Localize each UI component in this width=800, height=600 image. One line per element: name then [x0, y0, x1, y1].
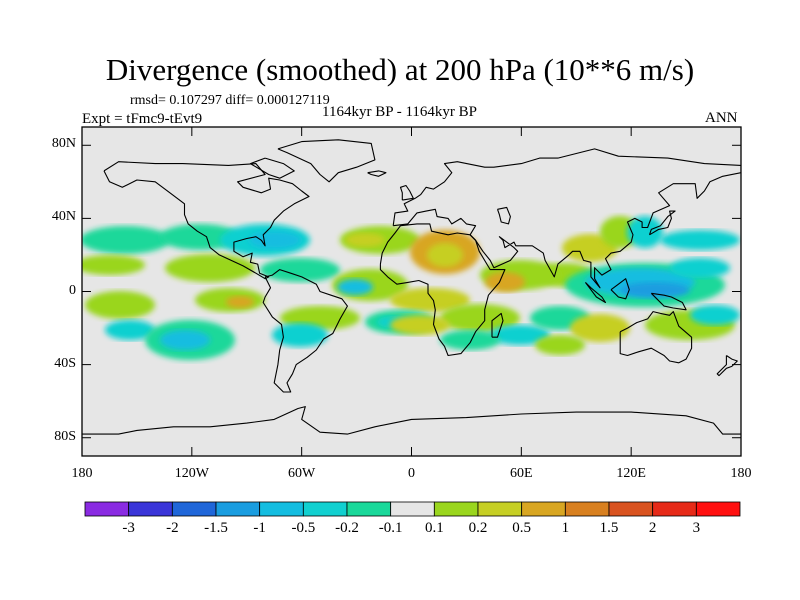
divergence-contour-region — [260, 258, 340, 282]
divergence-contour-region — [390, 315, 450, 335]
antarctica-coast — [82, 406, 741, 435]
divergence-contour-region — [440, 330, 500, 350]
divergence-contour-region — [620, 282, 690, 298]
y-tick-label: 40S — [54, 355, 76, 371]
caspian-coast — [496, 206, 511, 225]
colorbar-swatch — [433, 501, 479, 517]
divergence-contour-region — [440, 304, 520, 332]
divergence-contour-region — [82, 226, 170, 254]
divergence-contour-region — [390, 288, 470, 312]
colorbar-swatch — [521, 501, 566, 517]
y-tick-label: 80N — [51, 136, 76, 152]
x-tick-label: 180 — [730, 466, 752, 481]
colorbar-label: -1 — [253, 520, 266, 536]
x-tick-label: 180 — [71, 466, 93, 481]
divergence-contour-region — [105, 320, 155, 340]
colorbar-swatch — [564, 501, 610, 517]
colorbar-label: 3 — [692, 520, 701, 536]
colorbar-label: -0.2 — [335, 520, 359, 536]
colorbar-swatch — [215, 501, 261, 517]
x-tick-label: 0 — [408, 466, 415, 481]
divergence-contour-region — [160, 224, 240, 250]
colorbar-swatch — [390, 501, 435, 517]
colorbar-swatch — [652, 501, 697, 517]
axis-ticks — [81, 127, 742, 456]
y-tick-label: 80S — [54, 428, 76, 444]
colorbar-label: -0.1 — [378, 520, 403, 536]
colorbar — [84, 501, 741, 517]
north-america-coast — [103, 161, 310, 280]
divergence-contour-region — [165, 254, 255, 282]
divergence-contour-region — [535, 335, 585, 355]
x-tick-label: 120E — [616, 466, 646, 481]
sumatra-coast — [584, 282, 607, 304]
borneo-coast — [610, 278, 630, 300]
divergence-contour-region — [670, 258, 730, 278]
colorbar-label: -2 — [166, 520, 179, 536]
iceland-coast — [367, 170, 387, 177]
colorbar-label: -0.5 — [291, 520, 316, 536]
divergence-contour-region — [226, 296, 254, 308]
colorbar-swatch — [608, 501, 654, 517]
colorbar-label: -1.5 — [204, 520, 228, 536]
colorbar-swatch — [346, 501, 392, 517]
baffin-coast — [249, 157, 295, 179]
map-frame — [81, 126, 742, 457]
colorbar-label: 0.5 — [512, 520, 532, 536]
divergence-contour-region — [160, 330, 210, 350]
australia-coast — [619, 311, 693, 364]
divergence-contour-region — [249, 231, 301, 249]
new-zealand-coast — [716, 355, 738, 377]
divergence-contour-region — [337, 279, 373, 295]
page-title: Divergence (smoothed) at 200 hPa (10**6 … — [105, 52, 695, 87]
colorbar-swatch — [302, 501, 348, 517]
colorbar-swatch — [695, 501, 741, 517]
divergence-contour-region — [345, 233, 385, 247]
x-tick-label: 120W — [174, 466, 209, 481]
divergence-contour-region — [82, 255, 145, 275]
rmsd-diff-stats: rmsd= 0.107297 diff= 0.000127119 — [130, 93, 330, 108]
new-guinea-coast — [650, 292, 687, 311]
colorbar-label: 0.1 — [424, 520, 444, 536]
colorbar-swatch — [84, 501, 130, 517]
south-america-coast — [262, 269, 348, 393]
colorbar-label: 1 — [561, 520, 570, 536]
divergence-contour-region — [490, 325, 550, 345]
colorbar-swatch — [171, 501, 217, 517]
colorbar-swatch — [477, 501, 523, 517]
africa-coast — [379, 223, 506, 357]
colorbar-label: -3 — [122, 520, 135, 536]
season-label: ANN — [705, 110, 738, 126]
divergence-contour-region — [85, 291, 155, 319]
colorbar-swatch — [259, 501, 304, 517]
colorbar-label: 0.2 — [468, 520, 488, 536]
coastlines — [82, 139, 741, 435]
experiment-label: Expt = tFmc9-tEvt9 — [82, 111, 203, 127]
madagascar-coast — [491, 312, 504, 338]
x-tick-label: 60W — [288, 466, 316, 481]
colorbar-label: 2 — [648, 520, 657, 536]
divergence-contour-region — [660, 230, 740, 250]
greenland-coast — [277, 139, 376, 183]
divergence-contour-region — [485, 272, 525, 292]
time-period-label: 1164kyr BP - 1164kyr BP — [322, 104, 478, 120]
eurasia-coast — [392, 148, 741, 289]
divergence-contour-region — [570, 314, 630, 342]
japan-coast — [648, 210, 676, 236]
y-tick-label: 0 — [69, 282, 76, 298]
divergence-contour-region — [627, 216, 663, 248]
divergence-contour-region — [272, 323, 328, 347]
divergence-contour-region — [427, 243, 463, 267]
colorbar-swatch — [128, 501, 173, 517]
divergence-contour-region — [690, 305, 740, 325]
x-tick-label: 60E — [510, 466, 533, 481]
britain-coast — [399, 184, 414, 201]
colorbar-label: 1.5 — [599, 520, 619, 536]
y-tick-label: 40N — [51, 209, 76, 225]
